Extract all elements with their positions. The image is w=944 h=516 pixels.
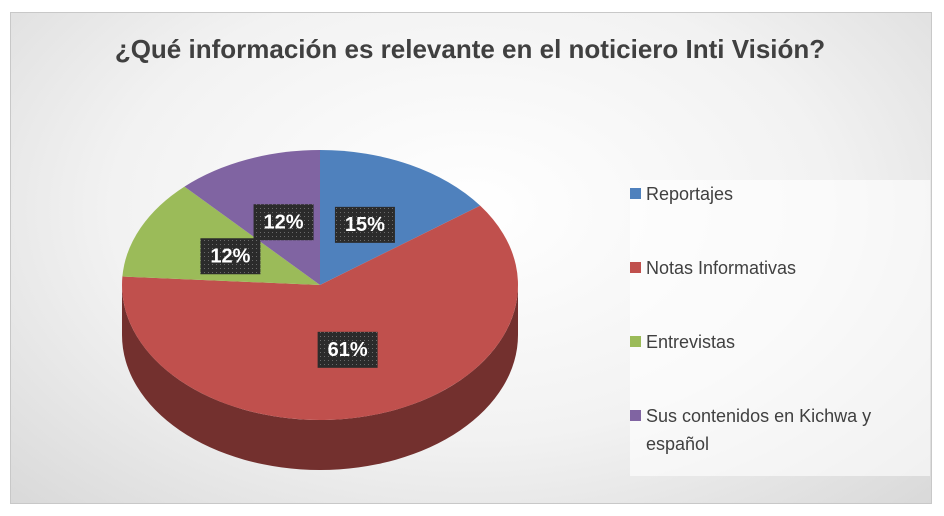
legend-item: Sus contenidos en Kichwa y español bbox=[630, 402, 930, 476]
legend-swatch bbox=[630, 336, 641, 347]
legend-swatch bbox=[630, 410, 641, 421]
chart-title: ¿Qué información es relevante en el noti… bbox=[114, 34, 826, 64]
value-label-box bbox=[200, 238, 261, 275]
value-label: 15% bbox=[345, 214, 385, 236]
legend-item: Entrevistas bbox=[630, 328, 930, 402]
legend-swatch bbox=[630, 262, 641, 273]
value-label: 61% bbox=[328, 339, 368, 361]
legend-label: Sus contenidos en Kichwa y español bbox=[646, 406, 872, 454]
pie-slice bbox=[122, 205, 519, 421]
value-label: 12% bbox=[264, 212, 304, 234]
value-label-box bbox=[253, 204, 314, 241]
pie-side bbox=[122, 285, 518, 470]
pie-slice bbox=[184, 150, 320, 285]
legend-swatch bbox=[630, 188, 641, 199]
pie-slice bbox=[122, 186, 320, 285]
legend-label: Notas Informativas bbox=[646, 258, 797, 278]
legend: Reportajes Notas Informativas Entrevistas S… bbox=[630, 180, 930, 476]
value-label-box bbox=[317, 331, 378, 368]
legend-label: Reportajes bbox=[646, 184, 734, 204]
value-label-box bbox=[334, 206, 395, 243]
pie-slice bbox=[320, 150, 481, 285]
legend-item: Reportajes bbox=[630, 180, 930, 254]
legend-item: Notas Informativas bbox=[630, 254, 930, 328]
legend-label: Entrevistas bbox=[646, 332, 736, 352]
value-label: 12% bbox=[210, 246, 250, 268]
